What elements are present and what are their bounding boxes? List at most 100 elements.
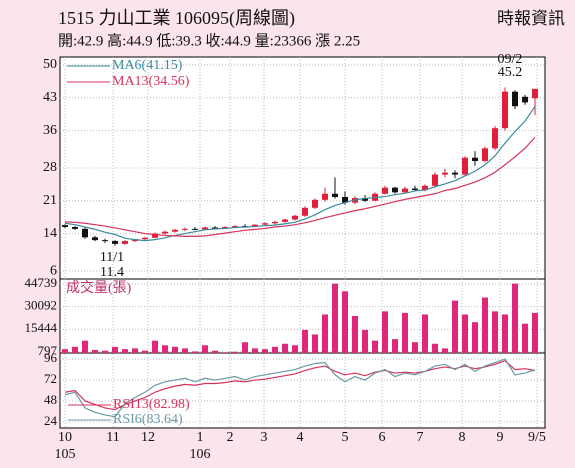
volume-title: 成交量(張) <box>66 279 132 296</box>
candle-body <box>262 223 268 225</box>
y-tick-label: 36 <box>43 123 57 138</box>
candle-body <box>222 227 228 229</box>
candle-body <box>72 227 78 229</box>
candle-body <box>492 128 498 149</box>
candle-body <box>522 96 528 103</box>
candle-body <box>532 88 538 99</box>
candle-body <box>302 207 308 216</box>
bar <box>352 316 358 353</box>
bar <box>192 351 198 353</box>
y-tick-label: 15444 <box>25 320 58 335</box>
x-tick-label: 7 <box>417 430 424 445</box>
bar <box>142 350 148 353</box>
candle-body <box>182 228 188 230</box>
chart-title: 1515 力山工業 106095(周線圖) <box>58 8 295 29</box>
bar <box>312 334 318 353</box>
x-tick-label: 6 <box>379 430 386 445</box>
legend-label: MA13(34.56) <box>112 74 190 89</box>
line <box>64 136 536 237</box>
bar <box>432 343 438 353</box>
bar <box>112 346 118 353</box>
candle-body <box>332 193 338 198</box>
candle-body <box>142 237 148 240</box>
source: 時報資訊 <box>497 9 565 28</box>
bar <box>262 349 268 353</box>
bar <box>452 300 458 353</box>
bar <box>92 349 98 353</box>
candle-body <box>392 187 398 193</box>
candle-body <box>402 188 408 193</box>
x-tick-label: 12 <box>141 430 155 445</box>
bar <box>282 343 288 353</box>
y-tick-label: 6 <box>50 263 57 278</box>
y-tick-label: 30092 <box>25 298 58 313</box>
y-tick-label: 72 <box>44 371 57 386</box>
y-tick-label: 14 <box>43 226 57 241</box>
bar <box>272 346 278 353</box>
y-tick-label: 24 <box>44 413 58 428</box>
x-tick-label: 2 <box>227 430 234 445</box>
bar <box>532 312 538 353</box>
bar <box>342 291 348 353</box>
x-tick-label: 1 <box>197 430 204 445</box>
candle-body <box>162 231 168 234</box>
legend-label: RSI6(83.64) <box>113 412 183 427</box>
bar <box>512 283 518 353</box>
bar <box>472 322 478 353</box>
x-tick-label: 4 <box>297 430 304 445</box>
candle-body <box>92 237 98 241</box>
bar <box>332 283 338 353</box>
bar <box>302 329 308 353</box>
annotation: 11/1 <box>100 250 124 265</box>
year-label: 105 <box>55 447 76 462</box>
annotation: 09/2 <box>498 52 523 67</box>
candle-body <box>382 187 388 194</box>
bar <box>382 311 388 353</box>
candle-body <box>412 188 418 191</box>
y-tick-label: 43 <box>43 90 57 105</box>
legend-label: MA6(41.15) <box>112 58 183 73</box>
plot-area <box>59 56 546 429</box>
bar <box>482 297 488 353</box>
bar <box>322 314 328 353</box>
bar <box>502 314 508 353</box>
annotation: 11.4 <box>100 265 124 280</box>
candle-body <box>422 185 428 191</box>
candle-body <box>442 172 448 175</box>
bar <box>442 348 448 353</box>
y-tick-label: 50 <box>43 57 57 72</box>
y-tick-label: 96 <box>44 350 58 365</box>
candle-body <box>362 197 368 201</box>
bar <box>422 314 428 353</box>
candle-body <box>432 174 438 186</box>
bar <box>222 352 228 353</box>
candle-body <box>112 241 118 244</box>
annotation: 45.2 <box>498 65 523 80</box>
bar <box>202 345 208 353</box>
x-tick-label: 8 <box>459 430 466 445</box>
x-tick-label: 9 <box>497 430 504 445</box>
candle-body <box>472 157 478 161</box>
bar <box>462 314 468 353</box>
bar <box>402 312 408 353</box>
bar <box>372 340 378 353</box>
bar <box>152 340 158 353</box>
bar <box>392 339 398 353</box>
x-tick-label: 10 <box>58 430 72 445</box>
bar <box>412 342 418 353</box>
candle-body <box>232 226 238 228</box>
bar <box>242 342 248 353</box>
bar <box>292 345 298 353</box>
candle-body <box>62 225 68 228</box>
y-tick-label: 28 <box>43 160 57 175</box>
candle-body <box>512 91 518 107</box>
bar <box>172 346 178 353</box>
x-tick-label: 3 <box>261 430 268 445</box>
candle-body <box>82 228 88 238</box>
candle-body <box>122 241 128 244</box>
candle-body <box>252 224 258 227</box>
bar <box>362 329 368 353</box>
line <box>64 106 536 242</box>
y-tick-label: 797 <box>38 343 58 358</box>
